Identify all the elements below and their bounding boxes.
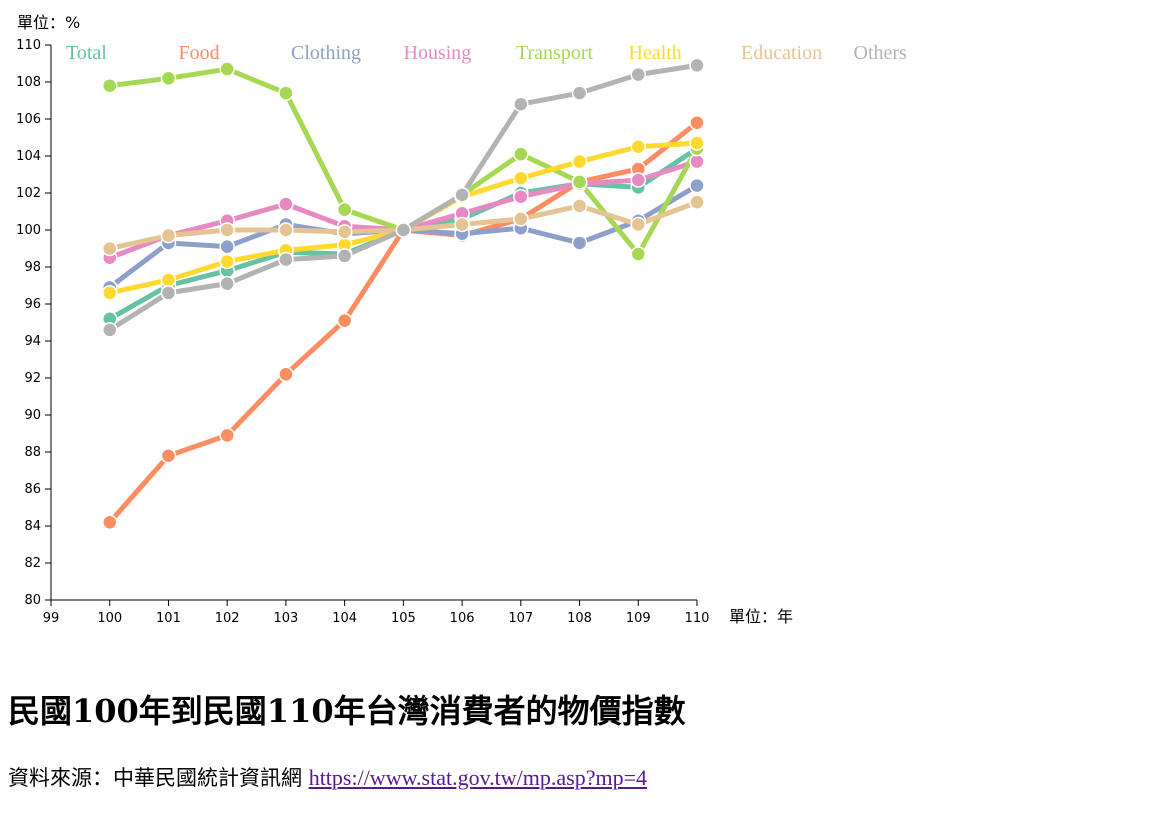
point-education[interactable]	[336, 224, 353, 240]
source-link[interactable]: https://www.stat.gov.tw/mp.asp?mp=4	[308, 765, 648, 790]
point-transport[interactable]	[160, 70, 177, 87]
point-clothing[interactable]	[689, 177, 705, 194]
series-points	[101, 57, 705, 531]
point-transport[interactable]	[336, 201, 353, 218]
point-others[interactable]	[101, 322, 118, 338]
legend-item-others[interactable]: Others	[854, 42, 908, 64]
series-line-others	[107, 62, 700, 333]
y-tick-label: 100	[16, 223, 41, 238]
x-tick-label: 109	[626, 611, 651, 626]
point-food[interactable]	[160, 447, 177, 464]
y-tick-label: 88	[24, 445, 41, 460]
y-tick-label: 96	[24, 297, 41, 312]
point-transport[interactable]	[101, 77, 118, 94]
point-health[interactable]	[689, 135, 705, 151]
point-others[interactable]	[513, 96, 529, 112]
series-lines	[107, 62, 700, 525]
x-tick-label: 106	[450, 611, 475, 626]
y-tick-label: 84	[24, 519, 41, 534]
point-health[interactable]	[101, 285, 118, 301]
y-unit-label: 單位：%	[17, 13, 80, 32]
point-health[interactable]	[571, 153, 588, 170]
point-education[interactable]	[630, 216, 647, 233]
cpi-line-chart: 單位：% 單位：年 Total Food Clothing Housing Transp…	[16, 13, 907, 626]
point-housing[interactable]	[513, 188, 529, 205]
y-tick-label: 92	[24, 371, 41, 386]
y-tick-label: 102	[16, 186, 41, 201]
point-education[interactable]	[101, 240, 118, 257]
x-tick-label: 108	[567, 611, 592, 626]
legend-item-health[interactable]: Health	[629, 42, 682, 64]
point-others[interactable]	[336, 248, 353, 264]
source-label: 資料來源：中華民國統計資訊網	[8, 766, 302, 790]
point-others[interactable]	[278, 251, 294, 268]
x-tick-label: 104	[332, 611, 357, 626]
point-education[interactable]	[513, 211, 529, 227]
page-title: 民國100年到民國110年台灣消費者的物價指數	[8, 692, 686, 730]
y-axis: 80 82 84 86 88 90 92 94 96 98 100 102 104 106 108 110	[16, 38, 52, 608]
point-education[interactable]	[571, 198, 588, 214]
y-tick-label: 110	[16, 38, 41, 53]
point-housing[interactable]	[630, 172, 647, 188]
x-tick-label: 110	[685, 611, 710, 626]
legend: Total Food Clothing Housing Transport Health E…	[66, 42, 907, 64]
y-tick-label: 80	[24, 593, 41, 608]
x-tick-label: 99	[43, 611, 60, 626]
point-others[interactable]	[571, 85, 588, 101]
source-line: 資料來源：中華民國統計資訊網 https://www.stat.gov.tw/m…	[8, 762, 647, 792]
point-health[interactable]	[513, 170, 529, 186]
y-tick-label: 82	[24, 556, 41, 571]
point-food[interactable]	[689, 114, 705, 131]
point-clothing[interactable]	[571, 235, 588, 251]
y-tick-label: 86	[24, 482, 41, 497]
point-transport[interactable]	[571, 174, 588, 190]
point-food[interactable]	[219, 427, 235, 444]
point-others[interactable]	[689, 57, 705, 74]
x-tick-label: 103	[273, 611, 298, 626]
legend-item-total[interactable]: Total	[66, 42, 107, 64]
point-education[interactable]	[278, 222, 294, 238]
y-tick-label: 98	[24, 260, 41, 275]
point-others[interactable]	[160, 285, 177, 301]
point-education[interactable]	[219, 222, 235, 238]
x-tick-label: 107	[508, 611, 533, 626]
y-tick-label: 94	[24, 334, 41, 349]
point-transport[interactable]	[630, 246, 647, 262]
point-transport[interactable]	[278, 85, 294, 101]
x-tick-label: 100	[97, 611, 122, 626]
y-tick-label: 104	[16, 149, 41, 164]
point-others[interactable]	[630, 66, 647, 83]
point-others[interactable]	[219, 275, 235, 292]
point-health[interactable]	[219, 253, 235, 270]
x-tick-label: 105	[391, 611, 416, 626]
point-education[interactable]	[689, 194, 705, 210]
point-others[interactable]	[395, 222, 412, 238]
legend-item-food[interactable]: Food	[179, 42, 220, 64]
legend-item-transport[interactable]: Transport	[516, 42, 593, 64]
legend-item-housing[interactable]: Housing	[404, 42, 472, 64]
point-clothing[interactable]	[219, 238, 235, 255]
point-housing[interactable]	[278, 196, 294, 212]
x-axis: 99 100 101 102 103 104 105 106 107 108 109 110	[43, 599, 710, 626]
x-tick-label: 101	[156, 611, 181, 626]
point-health[interactable]	[630, 139, 647, 155]
point-education[interactable]	[454, 216, 470, 233]
point-housing[interactable]	[689, 153, 705, 170]
point-education[interactable]	[160, 227, 177, 244]
y-tick-label: 90	[24, 408, 41, 423]
point-transport[interactable]	[513, 146, 529, 162]
point-food[interactable]	[336, 312, 353, 329]
point-food[interactable]	[278, 366, 294, 383]
legend-item-education[interactable]: Education	[741, 42, 822, 64]
point-others[interactable]	[454, 187, 470, 203]
point-transport[interactable]	[219, 61, 235, 77]
x-tick-label: 102	[215, 611, 240, 626]
legend-item-clothing[interactable]: Clothing	[291, 42, 361, 64]
point-food[interactable]	[101, 514, 118, 531]
x-unit-label: 單位：年	[729, 607, 793, 626]
y-tick-label: 106	[16, 112, 41, 127]
y-tick-label: 108	[16, 75, 41, 90]
point-health[interactable]	[160, 272, 177, 288]
